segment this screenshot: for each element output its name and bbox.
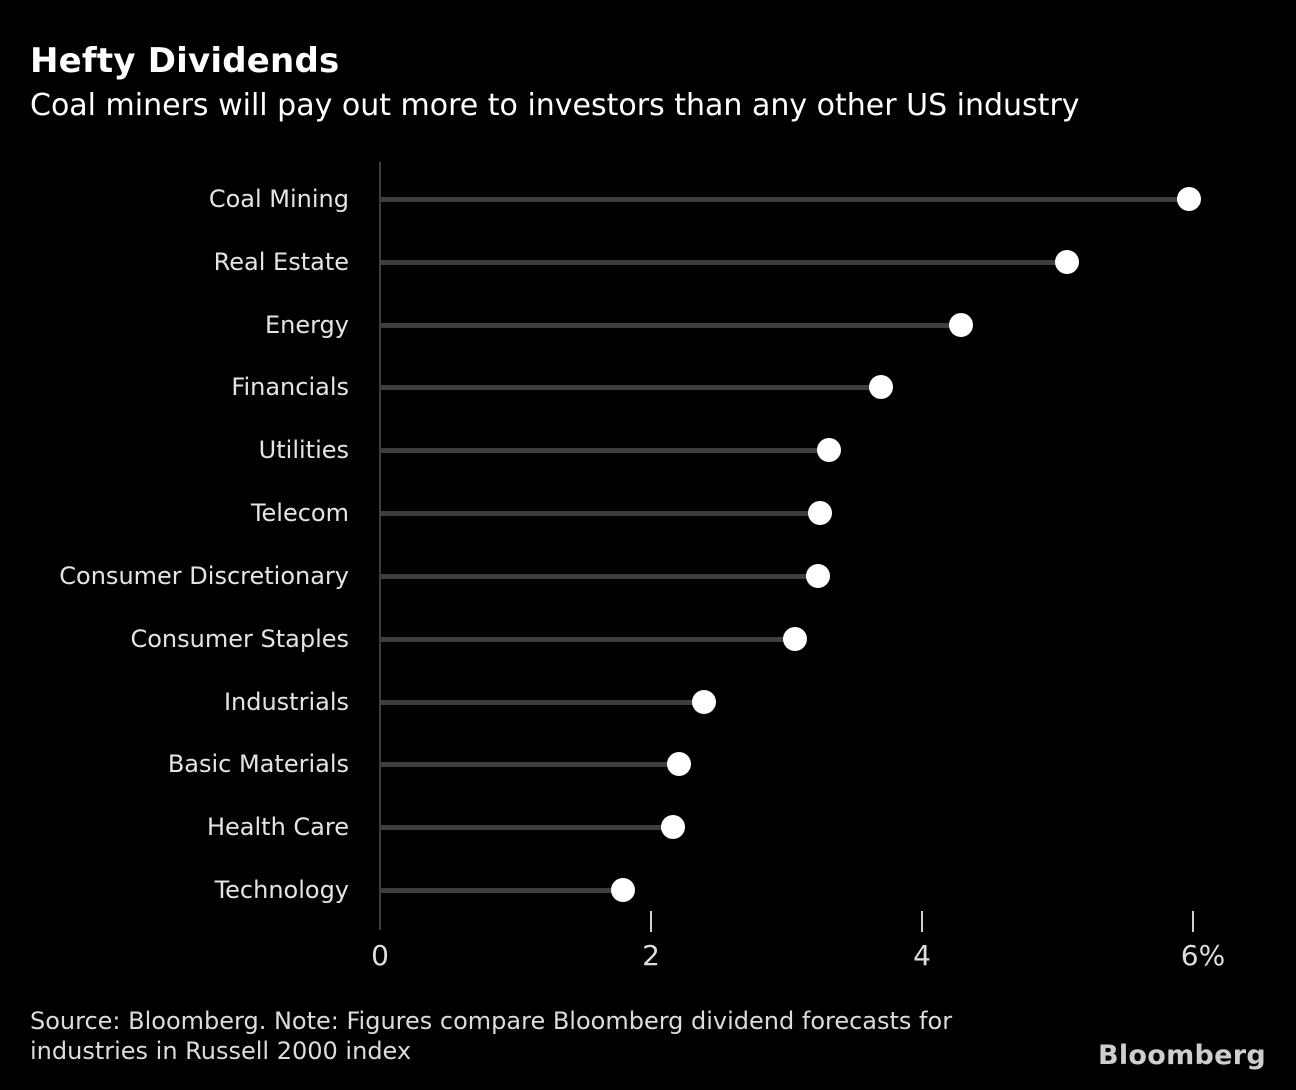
- chart-header: Hefty Dividends Coal miners will pay out…: [30, 40, 1080, 126]
- source-note-line1: Source: Bloomberg. Note: Figures compare…: [30, 1007, 953, 1035]
- bloomberg-logo: Bloomberg: [1097, 1040, 1266, 1071]
- stem-health-care: [380, 825, 673, 831]
- stem-consumer-discretionary: [380, 573, 818, 579]
- category-label-utilities: Utilities: [258, 436, 349, 465]
- stem-real-estate: [380, 259, 1067, 265]
- dot-basic-materials: [667, 752, 692, 777]
- dot-real-estate: [1054, 249, 1079, 274]
- stem-telecom: [380, 511, 821, 517]
- x-tick-mark-6: [1192, 911, 1194, 932]
- source-note: Source: Bloomberg. Note: Figures compare…: [30, 1006, 952, 1066]
- stem-financials: [380, 385, 882, 391]
- chart-subtitle: Coal miners will pay out more to investo…: [30, 88, 1080, 123]
- dot-consumer-staples: [782, 626, 807, 651]
- x-tick-mark-4: [921, 911, 923, 932]
- category-label-basic-materials: Basic Materials: [167, 750, 349, 779]
- stem-consumer-staples: [380, 636, 795, 642]
- category-label-technology: Technology: [214, 876, 349, 905]
- dot-utilities: [816, 438, 841, 463]
- dot-energy: [949, 312, 974, 337]
- category-label-coal-mining: Coal Mining: [208, 185, 349, 213]
- dot-coal-mining: [1176, 187, 1201, 211]
- dot-industrials: [691, 689, 716, 714]
- stem-basic-materials: [380, 762, 680, 768]
- category-label-financials: Financials: [231, 373, 349, 402]
- stem-technology: [380, 888, 623, 894]
- category-label-telecom: Telecom: [250, 499, 349, 528]
- x-tick-label-0: 0: [371, 939, 389, 972]
- x-tick-label-6: 6%: [1180, 939, 1226, 972]
- x-tick-mark-2: [650, 911, 652, 932]
- y-axis-line: [379, 162, 381, 930]
- stem-energy: [380, 322, 962, 328]
- x-tick-label-4: 4: [913, 939, 931, 972]
- dot-telecom: [808, 501, 833, 526]
- category-label-consumer-staples: Consumer Staples: [130, 624, 349, 653]
- stem-utilities: [380, 448, 829, 454]
- category-label-energy: Energy: [264, 310, 349, 339]
- dot-technology: [610, 878, 635, 903]
- category-label-health-care: Health Care: [206, 813, 349, 842]
- category-label-industrials: Industrials: [223, 687, 349, 716]
- dot-health-care: [660, 815, 685, 840]
- category-label-real-estate: Real Estate: [213, 247, 349, 276]
- dot-financials: [869, 375, 894, 400]
- category-label-consumer-discretionary: Consumer Discretionary: [59, 561, 349, 590]
- chart-title: Hefty Dividends: [30, 41, 340, 81]
- stem-coal-mining: [380, 197, 1189, 202]
- dot-consumer-discretionary: [805, 563, 830, 588]
- source-note-line2: industries in Russell 2000 index: [30, 1037, 412, 1065]
- stem-industrials: [380, 699, 704, 705]
- x-tick-label-2: 2: [642, 939, 660, 972]
